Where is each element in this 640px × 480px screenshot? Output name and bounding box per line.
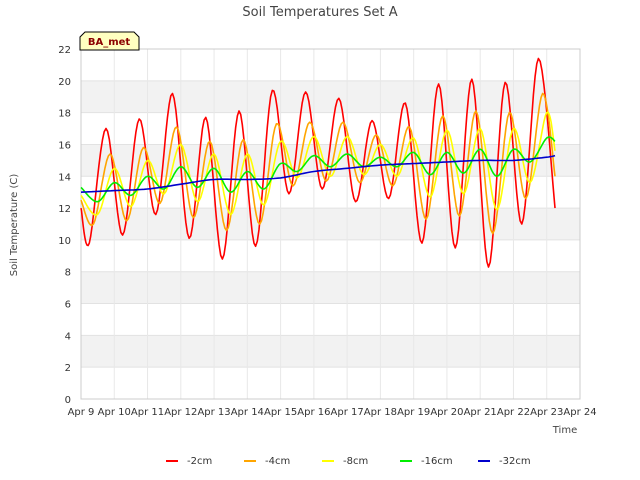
x-axis-ticks: Apr 9 Apr 10 Apr 11 Apr 12 Apr 13 Apr 14 Apr 1… (68, 407, 597, 418)
legend-label: -2cm (187, 456, 212, 467)
series-line-16cm (80, 136, 556, 203)
plot-band (81, 239, 580, 272)
y-axis-label: Soil Temperature (C) (9, 174, 20, 277)
station-badge: BA_met (79, 31, 140, 51)
chart-title: Soil Temperatures Set A (242, 5, 397, 20)
plot-band (81, 176, 580, 209)
series-line-32cm (80, 154, 556, 193)
y-tick-label: 16 (58, 140, 71, 151)
badge-box (79, 31, 140, 51)
legend-item: -2cm (166, 456, 212, 467)
badge-label: BA_met (88, 37, 131, 48)
plot-band (81, 49, 580, 81)
plot-band (81, 271, 580, 304)
y-tick-label: 8 (65, 268, 71, 279)
y-tick-label: 10 (58, 236, 71, 247)
x-tick-label: Apr 20 (430, 407, 463, 418)
y-tick-label: 22 (58, 45, 71, 56)
legend-item: -4cm (244, 456, 290, 467)
y-tick-label: 0 (65, 395, 71, 406)
legend-label: -32cm (499, 456, 531, 467)
plot-band (81, 303, 580, 336)
x-tick-label: Apr 21 (464, 407, 497, 418)
y-axis-ticks: 0 2 4 6 8 10 12 14 16 18 20 22 (58, 45, 71, 406)
legend-label: -4cm (265, 456, 290, 467)
plot-band (81, 80, 580, 113)
x-tick-label: Apr 13 (197, 407, 230, 418)
plot-background-bands (81, 49, 580, 399)
series-line-2cm (80, 57, 556, 268)
y-tick-label: 14 (58, 172, 71, 183)
x-tick-label: Apr 24 (563, 407, 596, 418)
y-tick-label: 20 (58, 77, 71, 88)
plot-frame (80, 48, 581, 400)
plot-band (81, 335, 580, 368)
plot-band (81, 367, 580, 399)
x-tick-label: Apr 22 (497, 407, 530, 418)
y-tick-label: 12 (58, 204, 71, 215)
legend-label: -8cm (343, 456, 368, 467)
x-tick-label: Apr 23 (530, 407, 563, 418)
series-line-8cm (80, 111, 556, 216)
x-tick-label: Apr 15 (264, 407, 297, 418)
legend-item: -8cm (322, 456, 368, 467)
legend-item: -32cm (478, 456, 531, 467)
y-tick-label: 6 (65, 300, 71, 311)
legend: -2cm -4cm -8cm -16cm -32cm (166, 456, 531, 467)
x-tick-label: Apr 11 (131, 407, 164, 418)
x-tick-label: Apr 16 (297, 407, 330, 418)
y-tick-label: 4 (65, 331, 71, 342)
x-tick-label: Apr 18 (364, 407, 397, 418)
legend-item: -16cm (400, 456, 453, 467)
series-lines (80, 57, 556, 268)
x-tick-label: Apr 10 (98, 407, 131, 418)
x-tick-label: Apr 9 (68, 407, 95, 418)
series-line-4cm (80, 92, 556, 235)
x-axis-label: Time (552, 425, 577, 436)
x-tick-label: Apr 12 (164, 407, 197, 418)
x-tick-label: Apr 17 (331, 407, 364, 418)
y-tick-label: 2 (65, 363, 71, 374)
x-tick-label: Apr 14 (231, 407, 264, 418)
legend-label: -16cm (421, 456, 453, 467)
x-tick-label: Apr 19 (397, 407, 430, 418)
y-tick-label: 18 (58, 109, 71, 120)
